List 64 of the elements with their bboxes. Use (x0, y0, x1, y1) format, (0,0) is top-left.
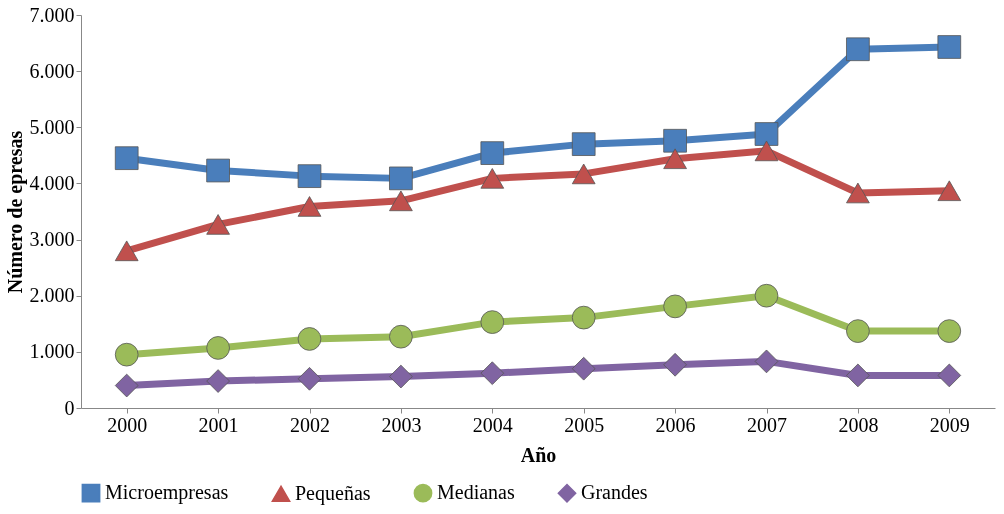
point (663, 294, 687, 319)
point (206, 369, 230, 393)
point (571, 356, 596, 381)
legend-label: Medianas (437, 481, 515, 504)
point (206, 214, 230, 235)
point (389, 364, 413, 389)
y-tick-label: 7.000 (29, 3, 75, 26)
point (937, 319, 962, 343)
point (114, 240, 139, 262)
point (846, 319, 870, 343)
point (663, 352, 687, 377)
x-axis-title: Año (520, 443, 557, 466)
point (846, 37, 870, 62)
point (114, 342, 139, 367)
point (480, 361, 505, 385)
y-tick-label: 4.000 (29, 171, 75, 194)
point (937, 35, 962, 59)
x-tick-label: 2006 (655, 413, 696, 436)
point (297, 196, 322, 217)
point (297, 367, 322, 391)
point (297, 164, 322, 188)
legend-label: Microempresas (105, 481, 229, 505)
y-tick-label: 0 (64, 396, 75, 419)
point (937, 180, 962, 201)
point (937, 363, 962, 388)
x-tick-label: 2004 (472, 413, 513, 436)
point (663, 128, 687, 153)
point (754, 122, 779, 146)
y-tick-label: 3.000 (29, 228, 75, 251)
y-tick-label: 5.000 (29, 115, 75, 138)
y-tick-label: 6.000 (29, 59, 75, 82)
point (114, 373, 139, 398)
x-tick-label: 2007 (747, 413, 787, 436)
x-tick-label: 2000 (107, 413, 148, 436)
point (480, 168, 505, 189)
point (389, 324, 413, 349)
x-tick-label: 2002 (290, 413, 330, 436)
x-tick-label: 2008 (838, 413, 879, 436)
point (754, 349, 779, 374)
point (663, 148, 687, 169)
point (389, 190, 413, 212)
y-axis-title: Número de epresas (3, 130, 27, 294)
x-tick-label: 2005 (564, 413, 605, 436)
x-tick-label: 2003 (381, 413, 422, 436)
point (389, 166, 413, 191)
point (206, 336, 230, 360)
point (571, 132, 596, 156)
point (571, 163, 596, 185)
point (846, 182, 870, 204)
point (571, 305, 596, 330)
point (297, 327, 322, 351)
point (480, 141, 505, 165)
y-tick-label: 1.000 (29, 340, 75, 363)
x-tick-label: 2001 (198, 413, 239, 436)
point (754, 283, 779, 308)
legend-label: Pequeñas (295, 481, 371, 505)
point (206, 158, 230, 183)
point (114, 146, 139, 170)
point (480, 310, 505, 334)
x-tick-label: 2009 (929, 413, 970, 436)
point (846, 363, 870, 388)
point (754, 140, 779, 162)
legend-label: Grandes (581, 481, 648, 504)
y-tick-label: 2.000 (29, 284, 75, 307)
